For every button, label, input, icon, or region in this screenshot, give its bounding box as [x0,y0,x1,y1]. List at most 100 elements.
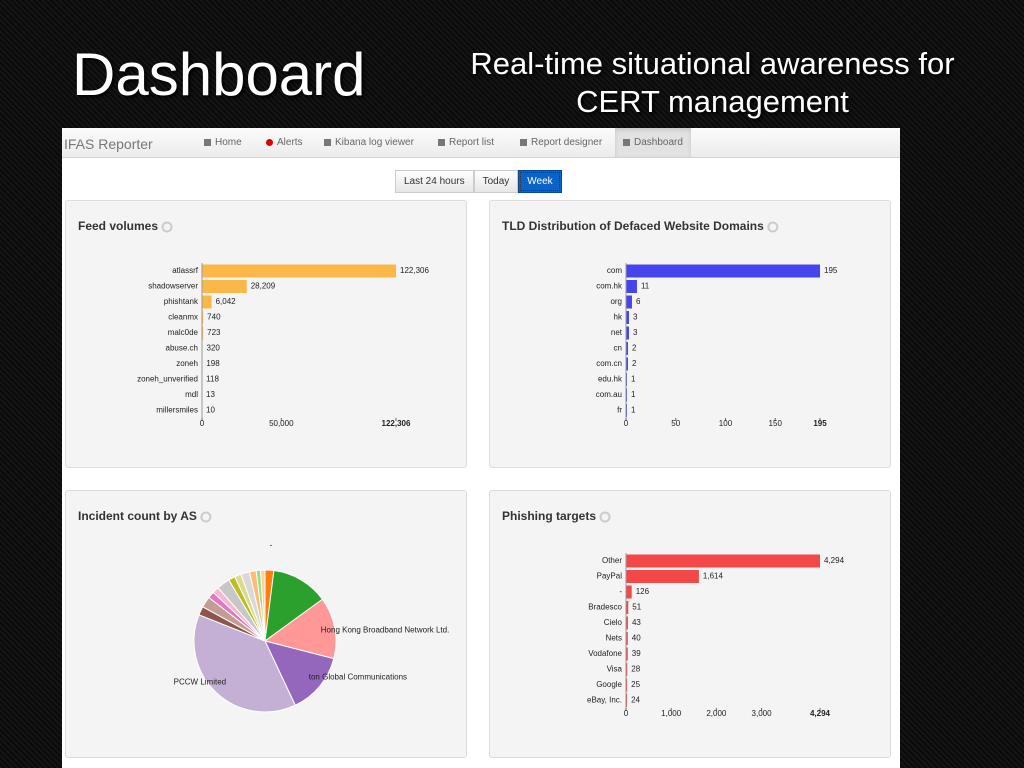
nav-label[interactable]: Alerts [277,137,303,148]
value-label: 51 [632,603,641,612]
range-button[interactable]: Today [473,170,519,193]
category-label: malc0de [168,328,199,337]
category-label: edu.hk [598,375,623,384]
bar [626,601,629,614]
x-tick-label: 195 [813,419,827,428]
refresh-icon [599,511,611,523]
value-label: 28 [631,665,640,674]
brand[interactable]: IFAS Reporter [64,136,153,152]
nav-item[interactable]: Report list [430,128,502,157]
category-label: atlassrf [172,266,199,275]
category-label: net [611,328,623,337]
value-label: 13 [206,390,215,399]
x-tick-label: 50 [671,419,680,428]
category-label: zoneh [176,359,198,368]
pie-slice [260,569,266,642]
value-label: 6,042 [216,297,237,306]
value-label: 118 [206,375,219,384]
value-label: 6 [636,297,641,306]
value-label: 24 [631,696,640,705]
bar [626,570,699,583]
value-label: 11 [641,282,650,291]
refresh-icon [200,511,212,523]
nav-label[interactable]: Report list [449,137,495,148]
category-label: Other [602,556,622,565]
category-label: Google [596,680,622,689]
value-label: 122,306 [400,266,429,275]
bar [626,632,628,645]
category-label: mdl [185,390,198,399]
category-label: millersmiles [156,406,198,415]
x-tick-label: 3,000 [752,709,773,718]
x-tick-label: 100 [719,419,733,428]
nav-item[interactable]: Kibana log viewer [316,128,422,157]
category-label: shadowserver [148,282,198,291]
nav-label[interactable]: Dashboard [634,137,683,148]
value-label: 198 [206,359,220,368]
panel-title: Incident count by AS [78,509,197,523]
slice-label: Hong Kong Broadband Network Ltd. [321,625,450,634]
bar [626,647,628,661]
pie-slice [193,614,296,713]
bar [626,264,820,278]
category-label: zoneh_unverified [137,375,198,384]
category-label: com.cn [596,359,622,368]
x-tick-label: 0 [624,419,629,428]
panel [489,490,891,758]
value-label: 740 [207,313,221,322]
category-label: Vodafone [588,649,622,658]
bar [626,616,628,630]
value-label: 10 [206,406,215,415]
value-label: 25 [631,680,640,689]
value-label: 28,209 [251,282,276,291]
value-label: 1 [631,406,636,415]
nav-label[interactable]: Home [215,137,242,148]
category-label: com.hk [596,282,623,291]
category-label: fr [617,406,622,415]
bar [626,678,628,692]
slide-subtitle: Real-time situational awareness for CERT… [470,46,955,119]
value-label: 2 [632,344,637,353]
category-label: cn [614,344,622,353]
value-label: 1 [631,390,636,399]
category-label: com [607,266,622,275]
value-label: 3 [633,328,638,337]
category-label: PayPal [597,572,623,581]
x-tick-label: 2,000 [706,709,727,718]
panel [489,200,891,468]
value-label: 40 [632,634,641,643]
nav-label[interactable]: Kibana log viewer [335,137,414,148]
slice-label: PCCW Limited [174,678,226,687]
nav-item[interactable]: Report designer [512,128,610,157]
category-label: - [619,587,622,596]
range-button[interactable]: Last 24 hours [395,170,474,193]
slide-title: Dashboard [72,41,366,108]
nav-label[interactable]: Report designer [531,137,603,148]
time-range: Last 24 hours Today Week [395,170,562,193]
category-label: abuse.ch [166,344,198,353]
refresh-icon [161,221,173,233]
navbar: IFAS Reporter Home Alerts Kibana log vie… [62,128,900,158]
nav-item[interactable]: Alerts [258,128,311,157]
nav-item[interactable]: Home [196,128,250,157]
nav-item[interactable]: Dashboard [615,128,691,157]
bar [626,326,629,340]
x-tick-label: 50,000 [269,419,294,428]
value-label: 3 [633,313,638,322]
x-tick-label: 0 [200,419,205,428]
x-tick-label: 150 [769,419,783,428]
bar [626,663,628,676]
pie-slice [263,598,337,660]
category-label: eBay, Inc. [587,696,622,705]
range-button[interactable]: Week [518,170,562,193]
refresh-icon [767,221,779,233]
x-tick-label: 4,294 [810,709,831,718]
value-label: 1,614 [703,572,724,581]
bar [202,280,247,293]
bar [626,357,628,371]
slice-label: ton Global Communications [309,672,407,681]
bar [626,311,629,324]
x-tick-label: 1,000 [661,709,682,718]
